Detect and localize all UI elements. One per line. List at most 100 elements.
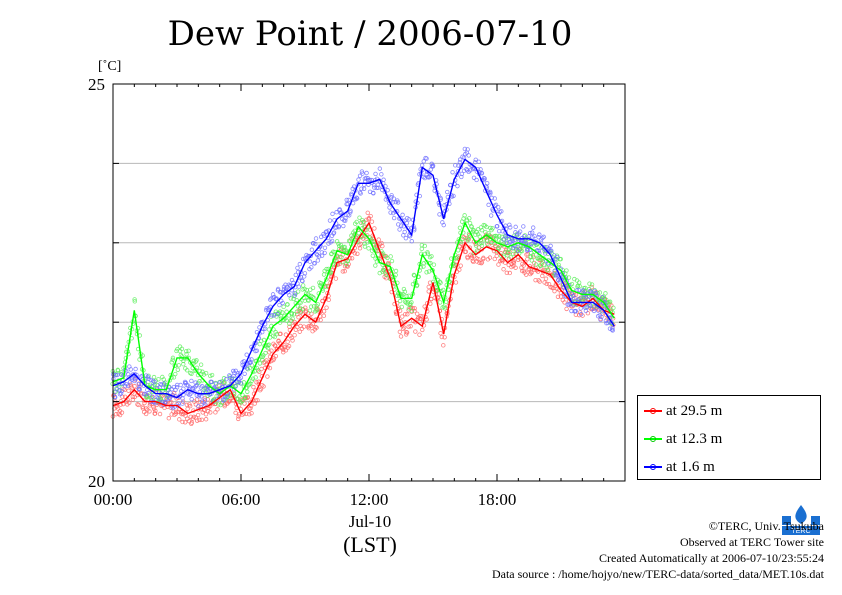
data-point <box>530 253 536 258</box>
data-point <box>356 234 362 240</box>
data-point <box>506 250 511 255</box>
data-point <box>461 155 467 160</box>
data-point <box>366 246 371 251</box>
data-point <box>141 398 147 403</box>
data-point <box>297 261 303 267</box>
data-point <box>462 146 468 152</box>
data-point <box>441 222 446 228</box>
data-point <box>292 291 297 296</box>
data-point <box>273 343 278 348</box>
data-point <box>313 241 318 247</box>
data-point <box>383 184 388 189</box>
data-point <box>349 256 355 261</box>
data-point <box>403 235 409 241</box>
data-point <box>474 177 479 183</box>
data-point <box>209 379 214 385</box>
data-point <box>322 245 328 250</box>
data-point <box>587 281 592 286</box>
data-point <box>175 367 181 372</box>
data-point <box>408 301 413 306</box>
data-point <box>300 307 305 312</box>
data-point <box>161 381 167 386</box>
data-point <box>369 219 375 224</box>
data-point <box>334 225 339 230</box>
data-point <box>437 300 443 305</box>
data-point <box>300 287 305 292</box>
data-point <box>455 183 460 189</box>
data-point <box>249 411 254 416</box>
data-point <box>477 234 482 239</box>
data-point <box>289 311 294 317</box>
data-point <box>438 331 443 336</box>
data-point <box>117 387 122 393</box>
data-point <box>169 400 174 405</box>
data-point <box>194 382 200 388</box>
data-point <box>497 233 502 239</box>
data-point <box>543 276 549 281</box>
data-point <box>465 236 470 241</box>
data-point <box>213 381 219 386</box>
data-point <box>508 225 513 230</box>
data-point <box>493 243 498 248</box>
data-point <box>445 189 450 195</box>
data-point <box>227 376 233 381</box>
data-point <box>381 177 386 182</box>
data-point <box>346 197 351 203</box>
data-point <box>336 224 341 230</box>
data-point <box>343 218 348 223</box>
data-point <box>194 397 200 402</box>
data-point <box>364 170 369 176</box>
data-point <box>375 256 381 261</box>
data-point <box>274 296 279 301</box>
data-point <box>419 246 425 252</box>
data-point <box>238 375 244 380</box>
data-point <box>581 288 586 293</box>
data-point <box>537 279 542 284</box>
data-point <box>464 167 469 172</box>
data-point <box>564 294 569 299</box>
data-point <box>607 299 613 304</box>
data-point <box>321 313 327 319</box>
series-line <box>112 158 615 399</box>
data-point <box>424 270 429 275</box>
data-point <box>275 286 281 292</box>
data-point <box>307 308 313 313</box>
data-point <box>469 253 475 259</box>
footer-info: ©TERC, Univ. Tsukuba Observed at TERC To… <box>492 518 824 582</box>
data-point <box>283 332 289 337</box>
data-point <box>359 186 364 191</box>
data-point <box>312 261 317 266</box>
data-point <box>324 305 329 310</box>
data-point <box>415 316 421 321</box>
data-point <box>157 411 163 417</box>
data-point <box>479 170 485 176</box>
data-point <box>397 227 402 232</box>
data-point <box>383 272 389 277</box>
data-point <box>208 410 213 415</box>
data-point <box>356 177 361 182</box>
axis-ticks: 20 25 00:00 06:00 12:00 18:00 <box>88 75 626 509</box>
data-point <box>442 335 447 340</box>
legend-label: at 29.5 m <box>666 402 723 419</box>
data-point <box>361 186 367 191</box>
data-point <box>451 193 456 199</box>
data-point <box>310 321 315 327</box>
data-point <box>189 420 195 425</box>
data-point <box>532 233 537 239</box>
data-point <box>475 248 480 253</box>
data-point <box>237 412 242 417</box>
data-point <box>453 256 459 261</box>
data-point <box>585 311 591 316</box>
data-point <box>122 394 128 399</box>
data-point <box>213 410 218 415</box>
data-point <box>399 223 404 228</box>
data-point <box>188 391 193 397</box>
data-point <box>496 228 502 234</box>
data-point <box>184 352 189 357</box>
data-point <box>430 163 436 168</box>
data-point <box>147 409 152 414</box>
data-point <box>255 398 260 403</box>
data-point <box>128 367 134 372</box>
data-point <box>385 188 390 193</box>
data-point <box>424 156 429 161</box>
